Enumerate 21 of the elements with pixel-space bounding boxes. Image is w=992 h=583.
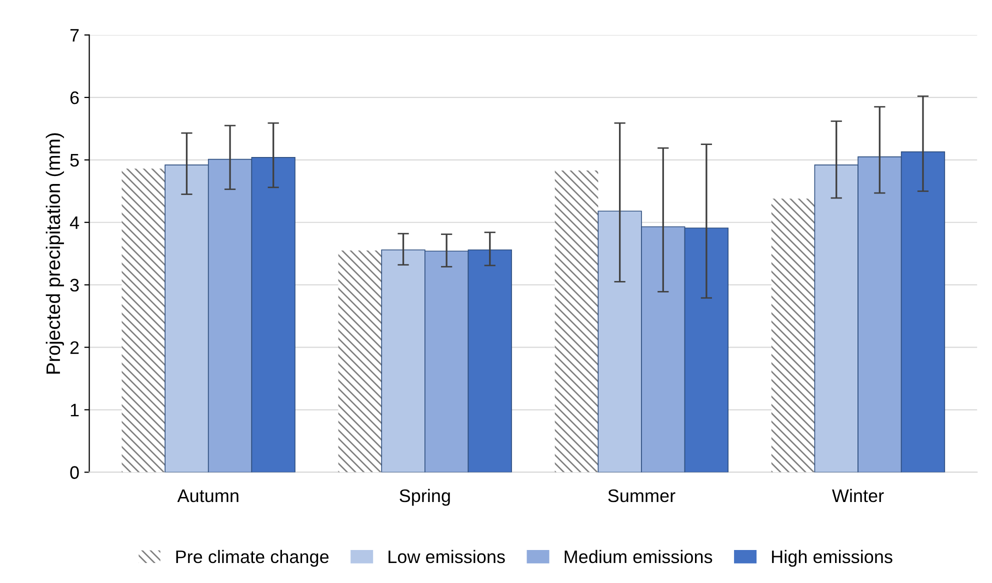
y-axis-title: Projected precipitation (mm) xyxy=(46,133,64,374)
bar xyxy=(122,168,166,472)
y-tick-label: 3 xyxy=(70,278,79,292)
y-tick-label: 0 xyxy=(70,466,79,479)
bar xyxy=(338,250,382,472)
legend-label: Pre climate change xyxy=(176,550,329,567)
y-tick-label: 6 xyxy=(70,91,79,104)
y-tick-label: 4 xyxy=(70,216,80,229)
x-tick-label: Spring xyxy=(400,488,450,506)
x-tick-label: Summer xyxy=(608,489,676,502)
y-tick-label: 7 xyxy=(70,29,79,42)
legend-label: Low emissions xyxy=(388,550,505,564)
bar xyxy=(554,170,598,472)
y-tick-label: 5 xyxy=(70,154,79,167)
legend-label: Medium emissions xyxy=(564,550,712,564)
legend-label: High emissions xyxy=(772,550,892,567)
bar xyxy=(771,198,815,472)
x-tick-label: Autumn xyxy=(177,490,238,502)
y-tick-label: 2 xyxy=(70,341,79,354)
x-tick-label: Winter xyxy=(832,488,884,502)
y-tick-label: 1 xyxy=(70,404,79,416)
